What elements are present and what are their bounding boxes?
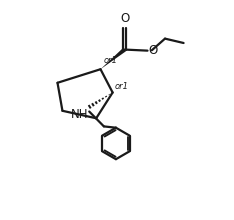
Text: or1: or1 <box>103 56 117 65</box>
Text: NH: NH <box>71 108 89 121</box>
Text: O: O <box>120 12 129 25</box>
Polygon shape <box>101 48 126 69</box>
Text: O: O <box>149 44 158 57</box>
Text: or1: or1 <box>115 82 129 91</box>
